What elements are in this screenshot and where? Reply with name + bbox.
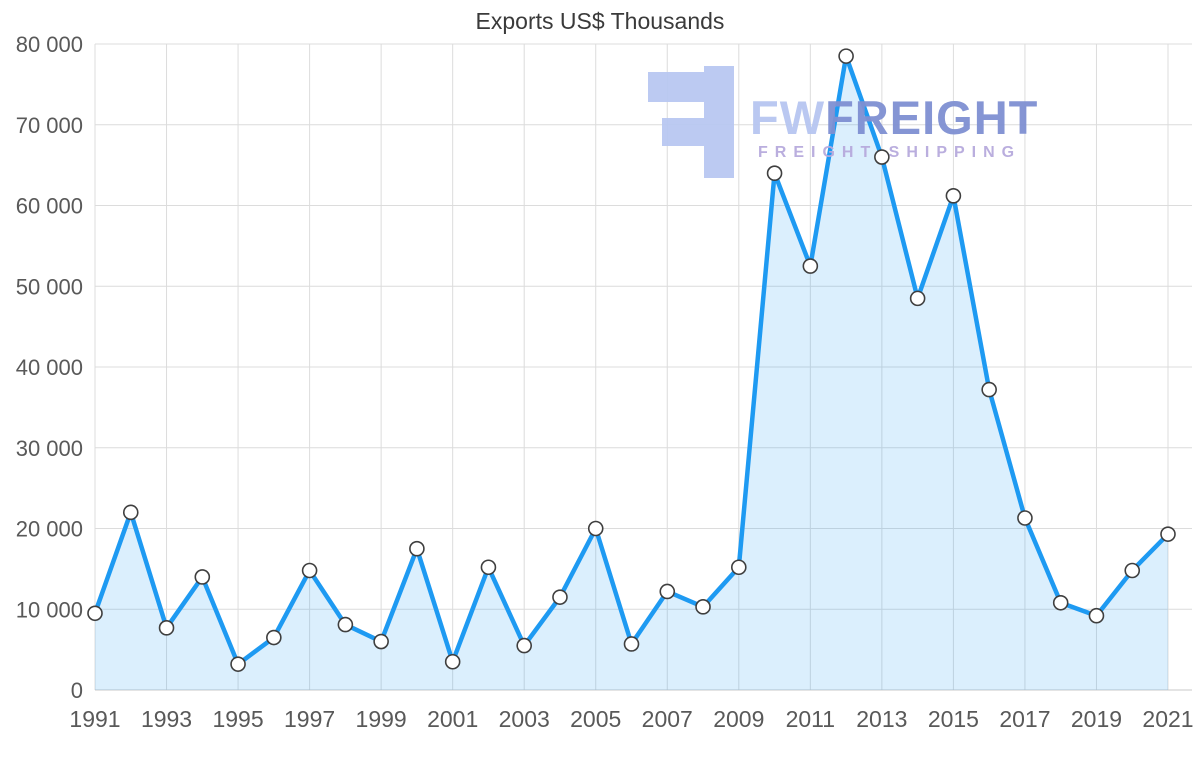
- data-point-marker: [1160, 526, 1176, 542]
- x-axis-label: 2017: [999, 706, 1050, 732]
- data-point-marker: [1088, 607, 1105, 624]
- x-axis-label: 2003: [499, 706, 550, 732]
- data-point-marker: [230, 656, 246, 672]
- y-axis-label: 0: [71, 678, 83, 703]
- data-point-marker: [874, 149, 890, 165]
- x-axis-label: 1999: [356, 706, 407, 732]
- x-axis-label: 2015: [928, 706, 979, 732]
- data-point-marker: [480, 559, 497, 576]
- series-area: [95, 56, 1168, 691]
- data-point-marker: [516, 637, 533, 654]
- chart-title: Exports US$ Thousands: [475, 8, 725, 34]
- data-point-marker: [266, 629, 282, 646]
- x-axis-label: 1991: [69, 706, 120, 732]
- data-point-marker: [623, 636, 640, 652]
- data-point-marker: [373, 633, 389, 650]
- x-axis-label: 2001: [427, 706, 478, 732]
- data-point-marker: [1124, 562, 1141, 579]
- data-point-marker: [587, 520, 604, 537]
- x-axis-label: 2007: [642, 706, 693, 732]
- data-point-marker: [909, 290, 926, 307]
- x-axis-label: 2019: [1071, 706, 1122, 732]
- data-point-marker: [552, 589, 568, 605]
- y-axis-label: 20 000: [16, 517, 83, 542]
- data-point-marker: [444, 653, 461, 670]
- data-point-marker: [122, 504, 139, 521]
- data-point-marker: [945, 188, 962, 204]
- data-point-marker: [1017, 510, 1033, 526]
- data-point-marker: [695, 599, 711, 615]
- y-axis-label: 70 000: [16, 113, 83, 138]
- y-axis-label: 40 000: [16, 355, 83, 380]
- data-point-marker: [194, 569, 211, 585]
- data-point-marker: [730, 559, 747, 576]
- y-axis-label: 10 000: [16, 597, 83, 622]
- data-point-marker: [337, 616, 354, 633]
- x-axis-label: 2005: [570, 706, 621, 732]
- y-axis-label: 60 000: [16, 194, 83, 219]
- data-point-marker: [301, 562, 318, 579]
- y-axis-label: 80 000: [16, 32, 83, 57]
- data-point-marker: [981, 381, 997, 398]
- y-axis-label: 30 000: [16, 436, 83, 461]
- x-axis-label: 2013: [856, 706, 907, 732]
- data-point-marker: [659, 583, 676, 600]
- data-point-marker: [802, 258, 819, 274]
- y-axis-label: 50 000: [16, 274, 83, 299]
- x-axis-label: 2021: [1142, 706, 1193, 732]
- data-point-marker: [838, 48, 854, 64]
- data-point-marker: [158, 620, 175, 636]
- data-point-marker: [766, 165, 783, 181]
- x-axis-label: 1997: [284, 706, 335, 732]
- x-axis-label: 1993: [141, 706, 192, 732]
- x-axis-label: 2011: [786, 706, 835, 732]
- series-markers: [87, 48, 1176, 672]
- x-axis-label: 1995: [212, 706, 263, 732]
- data-point-marker: [87, 605, 103, 622]
- data-point-marker: [409, 540, 425, 557]
- x-axis-label: 2009: [713, 706, 764, 732]
- data-point-marker: [1052, 594, 1069, 611]
